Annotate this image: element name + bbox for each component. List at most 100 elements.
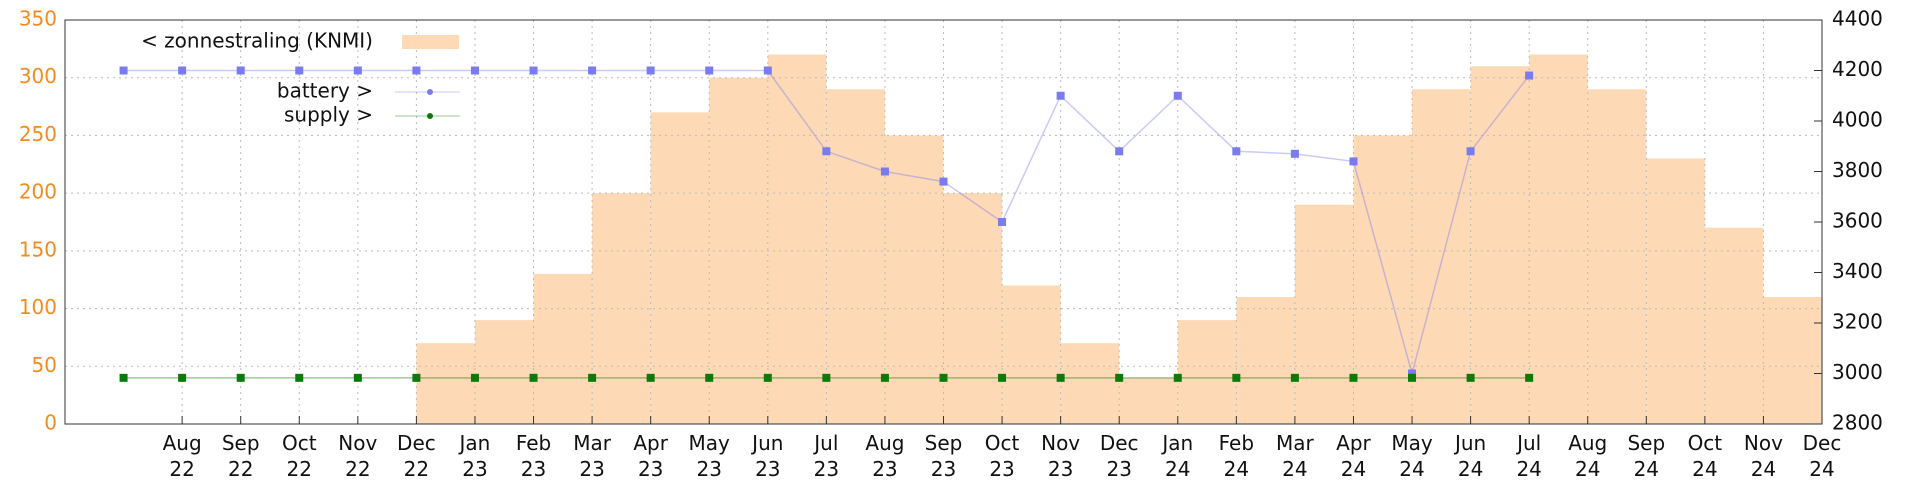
point [470, 66, 479, 75]
area-step [474, 320, 534, 424]
x-tick-label: Mar 24 [1276, 431, 1315, 480]
x-tick-label: Sep 23 [925, 431, 963, 480]
legend-marker [427, 113, 433, 119]
x-tick-label: Aug 23 [865, 431, 904, 480]
point [588, 373, 597, 382]
point [939, 177, 948, 186]
area-step [884, 135, 944, 424]
point [1173, 373, 1182, 382]
point [1408, 369, 1417, 378]
point [178, 373, 187, 382]
x-tick-label: Feb 23 [516, 431, 551, 480]
legend-label: battery > [277, 79, 373, 103]
point [353, 373, 362, 382]
point [705, 373, 714, 382]
point [236, 373, 245, 382]
y-tick-label: 150 [19, 237, 57, 261]
point [1056, 373, 1065, 382]
point [880, 167, 889, 176]
x-tick-label: Apr 23 [633, 431, 668, 480]
area-step [1177, 320, 1237, 424]
y-tick-label: 50 [32, 353, 57, 377]
point [1408, 373, 1417, 382]
point [1466, 147, 1475, 156]
point [998, 373, 1007, 382]
point [1525, 71, 1534, 80]
legend-label: < zonnestraling (KNMI) [141, 29, 373, 53]
y2-tick-label: 4400 [1832, 7, 1883, 31]
point [529, 66, 538, 75]
point [1290, 373, 1299, 382]
point [470, 373, 479, 382]
point [412, 373, 421, 382]
point [353, 66, 362, 75]
point [119, 373, 128, 382]
y2-tick-label: 2800 [1832, 411, 1883, 435]
point [705, 66, 714, 75]
point [646, 66, 655, 75]
area-step [533, 273, 593, 424]
x-tick-label: Dec 22 [397, 431, 436, 480]
y-tick-label: 200 [19, 180, 57, 204]
point [1173, 91, 1182, 100]
area-step [1119, 377, 1178, 424]
area-step [1412, 89, 1471, 424]
x-tick-label: Mar 23 [573, 431, 612, 480]
point [763, 66, 772, 75]
area-step [416, 343, 475, 424]
x-tick-label: Nov 22 [338, 431, 377, 480]
y2-tick-label: 3800 [1832, 158, 1883, 182]
point [646, 373, 655, 382]
x-tick-label: Dec 23 [1100, 431, 1139, 480]
y-tick-label: 250 [19, 122, 57, 146]
point [1466, 373, 1475, 382]
area-step [1529, 54, 1588, 424]
x-tick-label: Sep 22 [222, 431, 260, 480]
points-layer [119, 66, 1534, 382]
area-step [1060, 343, 1120, 424]
area-layer [416, 54, 1822, 425]
x-tick-label: Jul 24 [1515, 431, 1542, 480]
point [1115, 373, 1124, 382]
point [529, 373, 538, 382]
point [588, 66, 597, 75]
point [295, 66, 304, 75]
point [1349, 373, 1358, 382]
point [178, 66, 187, 75]
x-tick-label: Jan 23 [458, 431, 491, 480]
x-tick-label: Feb 24 [1219, 431, 1254, 480]
x-tick-label: Apr 24 [1336, 431, 1371, 480]
point [1056, 91, 1065, 100]
x-tick-label: Nov 24 [1744, 431, 1783, 480]
x-tick-label: Nov 23 [1041, 431, 1080, 480]
x-tick-label: Sep 24 [1627, 431, 1665, 480]
point [939, 373, 948, 382]
area-step [1646, 158, 1705, 424]
area-step [767, 54, 827, 424]
y2-tick-label: 4200 [1832, 57, 1883, 81]
point [119, 66, 128, 75]
x-tick-label: Oct 23 [985, 431, 1020, 480]
plot-frame [64, 19, 1823, 425]
area-step [1294, 204, 1354, 424]
point [763, 373, 772, 382]
point [1232, 373, 1241, 382]
x-tick-label: May 23 [689, 431, 731, 480]
y-tick-label: 100 [19, 295, 57, 319]
area-step [826, 89, 885, 424]
point [998, 218, 1007, 226]
x-tick-label: Jan 24 [1160, 431, 1193, 480]
point [1232, 147, 1241, 156]
point [880, 373, 889, 382]
x-tick-label: Jun 24 [1453, 431, 1486, 480]
y-tick-label: 350 [19, 7, 57, 31]
point [412, 66, 421, 75]
legend-marker [427, 89, 433, 95]
point [822, 373, 831, 382]
point [1115, 147, 1124, 156]
area-step [650, 112, 710, 424]
y2-tick-label: 3200 [1832, 310, 1883, 334]
y2-tick-label: 3400 [1832, 259, 1883, 283]
x-tick-label: Jun 23 [750, 431, 783, 480]
area-step [1353, 135, 1413, 424]
